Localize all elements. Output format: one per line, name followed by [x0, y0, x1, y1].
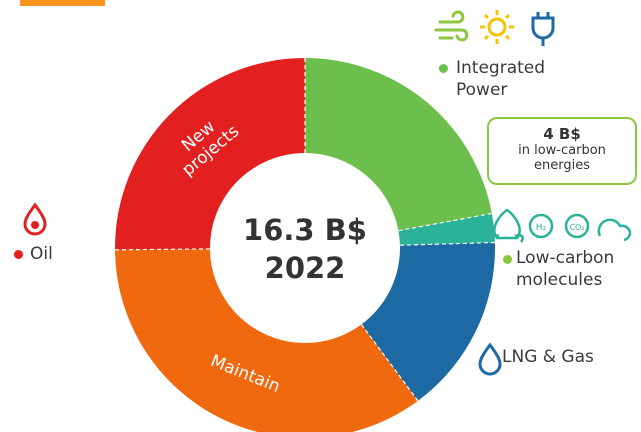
donut-segment [398, 213, 495, 246]
segment-divider [115, 248, 211, 251]
oil-icon [23, 202, 47, 236]
legend-label: LNG & Gas [502, 347, 594, 367]
annotation-box: 4 B$ in low-carbon energies [487, 117, 637, 185]
sun-icon [480, 10, 514, 44]
legend-dot [14, 250, 23, 259]
icon-text: CO₂ [569, 223, 584, 232]
segment-divider [398, 212, 492, 232]
legend-label: Low-carbon molecules [516, 248, 615, 290]
donut-segment [305, 58, 492, 231]
wind-icon [434, 10, 469, 42]
annotation-text: in low-carbon energies [518, 143, 606, 173]
plug-icon [531, 12, 555, 46]
oil-icon [31, 221, 39, 229]
donut-segment [114, 58, 305, 250]
segment-divider [360, 324, 419, 402]
icon-text: H₂ [536, 223, 547, 233]
legend-dot [439, 64, 448, 73]
donut-segment [115, 248, 418, 432]
legend-label: Integrated Power [456, 58, 546, 100]
group-label: Oil [30, 244, 53, 264]
center-title: 16.3 B$ [243, 213, 367, 247]
donut-segment [361, 242, 495, 401]
molecule-icons [490, 208, 632, 243]
gas-icon [478, 342, 502, 376]
legend-dot [503, 255, 512, 264]
segment-divider [399, 241, 495, 246]
annotation-value: 4 B$ [543, 125, 581, 143]
center-subtitle: 2022 [264, 251, 346, 285]
accent-bar [20, 0, 105, 6]
